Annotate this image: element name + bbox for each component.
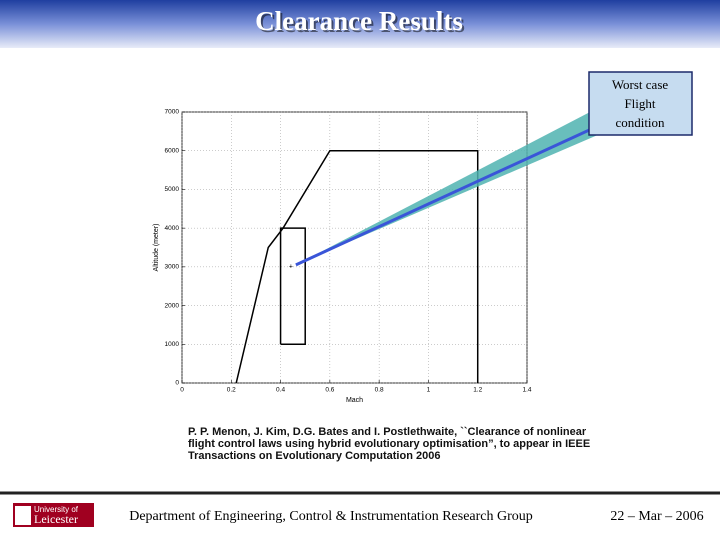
- annotation-box: [588, 71, 693, 136]
- citation: Transactions on Evolutionary Computation…: [188, 450, 440, 462]
- y-tick-label: 5000: [165, 186, 180, 193]
- x-tick-label: 1.2: [473, 387, 482, 394]
- series-line: [235, 149, 479, 384]
- x-axis-label: Mach: [346, 397, 363, 404]
- x-tick-label: 1: [427, 387, 431, 394]
- department: Department of Engineering, Control & Ins…: [129, 509, 533, 524]
- y-axis-label: Altitude (meter): [153, 224, 160, 272]
- slide-title-shadow: Clearance Results: [257, 8, 465, 38]
- x-tick-label: 0.8: [375, 387, 384, 394]
- y-tick-label: 7000: [165, 109, 180, 116]
- annotation-beam: [295, 112, 600, 265]
- x-tick-label: 0.2: [227, 387, 236, 394]
- slide-title: Clearance Results: [255, 6, 463, 36]
- y-tick-label: 2000: [165, 302, 180, 309]
- series-line: [279, 227, 306, 346]
- x-tick-label: 0: [180, 387, 184, 394]
- y-tick-label: 3000: [165, 264, 180, 271]
- x-tick-label: 1.4: [522, 387, 531, 394]
- citation: flight control laws using hybrid evoluti…: [188, 438, 590, 450]
- y-tick-label: 6000: [165, 147, 180, 154]
- annotation-text: condition: [615, 115, 665, 130]
- y-tick-label: 4000: [165, 225, 180, 232]
- y-tick-label: 0: [175, 380, 179, 387]
- plot-area: [181, 111, 528, 384]
- logo-text: University of: [34, 505, 79, 514]
- logo-crest: [15, 506, 31, 525]
- logo-text: Leicester: [34, 512, 78, 526]
- worst-case-point: +: [289, 264, 293, 271]
- y-tick-label: 1000: [165, 341, 180, 348]
- title-band: [0, 0, 720, 48]
- x-tick-label: 0.6: [325, 387, 334, 394]
- chart: 0 0.2 0.4 0.6 0.8 1 1.2 1.4 0 1000 2000 3000 4000 500…: [153, 109, 532, 404]
- annotation-arrow: [295, 124, 599, 267]
- annotation-text: Worst case: [612, 77, 669, 92]
- annotation-text: Flight: [624, 96, 655, 111]
- citation: P. P. Menon, J. Kim, D.G. Bates and I. P…: [188, 426, 587, 438]
- x-tick-label: 0.4: [276, 387, 285, 394]
- date: 22 – Mar – 2006: [610, 509, 703, 524]
